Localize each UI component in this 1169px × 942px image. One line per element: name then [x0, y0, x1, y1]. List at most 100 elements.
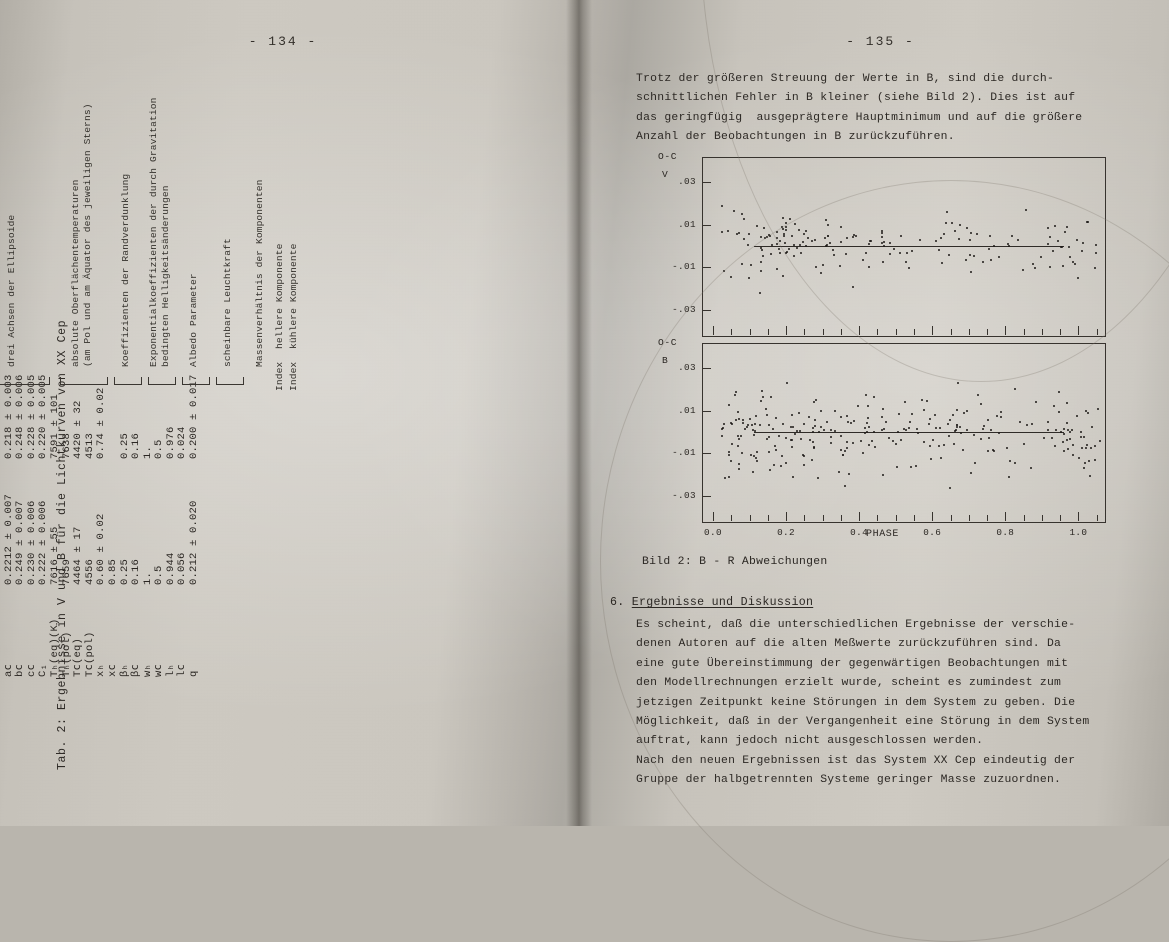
- data-point: [943, 443, 946, 446]
- data-point: [791, 445, 794, 448]
- data-point: [1019, 421, 1022, 424]
- results-table-block: Parameter V B i81°31' ± 14'81°52' ± 13'k…: [0, 0, 299, 686]
- data-point: [755, 225, 758, 228]
- data-point: [959, 432, 962, 435]
- data-point: [973, 462, 976, 465]
- results-table: Parameter V B i81°31' ± 14'81°52' ± 13'k…: [0, 342, 201, 686]
- data-point: [997, 432, 1000, 435]
- brace-temperaturen: [60, 377, 108, 385]
- data-point: [965, 259, 968, 262]
- data-point: [882, 241, 885, 243]
- data-point: [796, 247, 799, 250]
- table-cell-b: 7591 ± 101: [48, 393, 61, 459]
- data-point: [845, 253, 848, 256]
- data-point: [937, 248, 940, 251]
- data-point: [1000, 410, 1003, 413]
- data-point: [1072, 260, 1075, 263]
- data-point: [759, 423, 762, 426]
- table-cell-v: 0.212 ± 0.020: [188, 500, 201, 585]
- data-point: [758, 291, 761, 294]
- data-point: [990, 259, 993, 262]
- data-point: [855, 235, 857, 238]
- data-point: [866, 421, 869, 424]
- data-point: [904, 401, 907, 404]
- data-point: [1035, 401, 1037, 404]
- data-point: [734, 393, 737, 396]
- data-point: [970, 271, 973, 274]
- data-point: [772, 428, 775, 431]
- x-tick-minor: [913, 515, 915, 521]
- x-tick-major: [786, 512, 788, 521]
- data-point: [768, 234, 771, 237]
- panel-b-oc-label: O-C: [658, 337, 678, 348]
- data-point: [737, 445, 740, 448]
- panel-v-series-label: V: [662, 169, 669, 180]
- page-number-right: - 135 -: [846, 34, 915, 49]
- data-point: [883, 427, 886, 430]
- table-cell-parameter: T𝚌(eq): [72, 637, 85, 677]
- x-tick-major: [712, 512, 714, 521]
- data-point: [781, 217, 784, 220]
- data-point: [1089, 474, 1092, 477]
- table-cell-parameter: Tₕ(eq)(K): [48, 618, 61, 677]
- data-point: [1090, 425, 1093, 428]
- section-title: Ergebnisse und Diskussion: [631, 596, 814, 609]
- table-row: T𝚌(eq) 4464 ± 17 4420 ± 32: [72, 342, 85, 686]
- data-point: [738, 231, 741, 234]
- data-point: [934, 240, 937, 243]
- data-point: [938, 445, 941, 448]
- data-point: [825, 420, 828, 423]
- data-point: [1076, 414, 1079, 417]
- data-point: [729, 276, 732, 279]
- table-cell-b: [108, 342, 120, 468]
- data-point: [938, 427, 941, 430]
- x-tick-minor: [804, 515, 806, 521]
- note-albedo: Albedo Parameter: [188, 273, 199, 367]
- x-tick-minor: [1060, 515, 1062, 521]
- data-point: [986, 450, 989, 453]
- data-point: [1066, 226, 1069, 229]
- data-point: [928, 445, 931, 448]
- data-point: [941, 261, 944, 264]
- data-point: [915, 427, 918, 430]
- x-tick-major: [1078, 512, 1080, 521]
- data-point: [781, 225, 784, 228]
- data-point: [721, 205, 724, 208]
- note-index-c: kühlere Komponente: [288, 243, 299, 349]
- brace-albedo: [182, 377, 210, 385]
- data-point: [804, 244, 807, 247]
- data-point: [1069, 255, 1072, 258]
- data-point: [988, 248, 991, 251]
- x-tick-minor: [1060, 329, 1062, 335]
- data-point: [761, 389, 764, 392]
- data-point: [823, 237, 826, 240]
- data-point: [746, 243, 749, 246]
- data-point: [1049, 266, 1052, 269]
- data-point: [766, 236, 769, 239]
- x-tick-label: 0.0: [703, 527, 722, 538]
- data-point: [817, 477, 820, 480]
- data-point: [991, 448, 994, 451]
- data-point: [769, 396, 772, 399]
- data-point: [737, 411, 740, 414]
- data-point: [1031, 422, 1033, 425]
- data-point: [811, 427, 814, 430]
- data-point: [973, 254, 976, 257]
- data-point: [1056, 240, 1059, 243]
- data-point: [965, 428, 968, 431]
- data-point: [1033, 266, 1036, 269]
- data-point: [942, 232, 945, 235]
- data-point: [1060, 245, 1063, 248]
- data-point: [729, 460, 732, 463]
- x-tick-minor: [913, 329, 915, 335]
- data-point: [765, 437, 768, 440]
- table-cell-v: 0.249 ± 0.007: [14, 500, 27, 585]
- data-point: [1051, 436, 1054, 439]
- data-point: [867, 265, 870, 268]
- y-tick: [702, 453, 711, 455]
- data-point: [845, 440, 848, 443]
- data-point: [751, 470, 754, 473]
- x-tick-minor: [822, 515, 824, 521]
- table-row: x𝚌 0.85: [107, 342, 120, 686]
- data-point: [929, 417, 932, 420]
